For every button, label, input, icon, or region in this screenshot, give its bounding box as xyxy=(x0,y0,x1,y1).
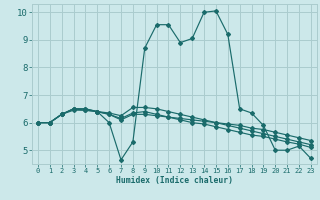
X-axis label: Humidex (Indice chaleur): Humidex (Indice chaleur) xyxy=(116,176,233,185)
